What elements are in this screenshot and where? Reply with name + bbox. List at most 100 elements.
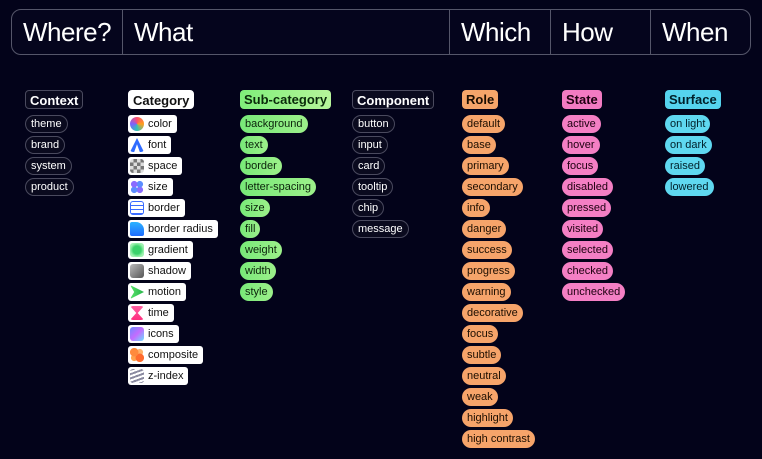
subcategory-column: Sub-category background text border letter-… bbox=[240, 90, 332, 304]
role-item: base bbox=[462, 136, 496, 154]
role-item: progress bbox=[462, 262, 515, 280]
category-item-label: space bbox=[148, 160, 178, 172]
context-item: brand bbox=[25, 136, 66, 154]
header-bar: Where? What Which How When bbox=[11, 9, 751, 55]
category-item: color bbox=[128, 115, 177, 133]
role-item: high contrast bbox=[462, 430, 535, 448]
category-item: font bbox=[128, 136, 172, 154]
role-item: success bbox=[462, 241, 512, 259]
category-heading: Category bbox=[128, 90, 195, 109]
component-heading: Component bbox=[352, 90, 435, 109]
context-item: product bbox=[25, 178, 74, 196]
component-item: button bbox=[352, 115, 395, 133]
font-icon bbox=[130, 138, 144, 152]
border-icon bbox=[130, 201, 144, 215]
context-column: Context theme brand system product bbox=[25, 90, 84, 199]
shadow-icon bbox=[130, 264, 144, 278]
state-column: State active hover focus disabled pressed vis… bbox=[562, 90, 626, 304]
gradient-icon bbox=[130, 243, 144, 257]
category-item-label: border radius bbox=[148, 223, 213, 235]
surface-heading: Surface bbox=[665, 90, 721, 109]
role-item: warning bbox=[462, 283, 511, 301]
component-item: tooltip bbox=[352, 178, 394, 196]
category-item-label: shadow bbox=[148, 265, 186, 277]
category-item: space bbox=[128, 157, 183, 175]
subcategory-list: background text border letter-spacing size fi… bbox=[240, 115, 331, 304]
size-icon bbox=[130, 180, 144, 194]
surface-item: on light bbox=[665, 115, 711, 133]
category-item-label: motion bbox=[148, 286, 182, 298]
category-item-label: font bbox=[148, 139, 167, 151]
component-item: input bbox=[352, 136, 388, 154]
role-list: default base primary secondary info danger suc… bbox=[462, 115, 535, 451]
subcategory-item: background bbox=[240, 115, 308, 133]
subcategory-heading: Sub-category bbox=[240, 90, 332, 109]
category-item: icons bbox=[128, 325, 179, 343]
subcategory-item: text bbox=[240, 136, 268, 154]
subcategory-item: letter-spacing bbox=[240, 178, 317, 196]
component-column: Component button input card tooltip chip mess… bbox=[352, 90, 435, 241]
role-item: weak bbox=[462, 388, 498, 406]
icons-icon bbox=[130, 327, 144, 341]
subcategory-item: style bbox=[240, 283, 273, 301]
role-item: subtle bbox=[462, 346, 502, 364]
color-icon bbox=[130, 117, 144, 131]
header-how: How bbox=[551, 10, 651, 54]
subcategory-item: weight bbox=[240, 241, 282, 259]
role-column: Role default base primary secondary info dang… bbox=[462, 90, 535, 451]
subcategory-item: border bbox=[240, 157, 282, 175]
subcategory-item: width bbox=[240, 262, 276, 280]
role-item: decorative bbox=[462, 304, 523, 322]
state-item: pressed bbox=[562, 199, 612, 217]
role-item: focus bbox=[462, 325, 499, 343]
category-item-label: time bbox=[148, 307, 169, 319]
context-item: theme bbox=[25, 115, 68, 133]
header-which: Which bbox=[450, 10, 551, 54]
surface-item: lowered bbox=[665, 178, 714, 196]
category-item: z-index bbox=[128, 367, 189, 385]
role-item: default bbox=[462, 115, 506, 133]
header-where: Where? bbox=[12, 10, 123, 54]
role-item: danger bbox=[462, 220, 507, 238]
category-item: shadow bbox=[128, 262, 191, 280]
state-item: hover bbox=[562, 136, 600, 154]
category-item-label: icons bbox=[148, 328, 174, 340]
component-item: message bbox=[352, 220, 409, 238]
component-list: button input card tooltip chip message bbox=[352, 115, 434, 241]
context-heading: Context bbox=[25, 90, 84, 109]
role-heading: Role bbox=[462, 90, 499, 109]
component-item: card bbox=[352, 157, 386, 175]
state-list: active hover focus disabled pressed visited se… bbox=[562, 115, 626, 304]
category-item-label: border bbox=[148, 202, 180, 214]
time-icon bbox=[130, 306, 144, 320]
surface-item: on dark bbox=[665, 136, 712, 154]
state-item: unchecked bbox=[562, 283, 626, 301]
border-radius-icon bbox=[130, 222, 144, 236]
header-what: What bbox=[123, 10, 450, 54]
category-column: Category color font space size border border … bbox=[128, 90, 218, 388]
category-item-label: color bbox=[148, 118, 172, 130]
header-when: When bbox=[662, 16, 728, 47]
category-list: color font space size border border radius gra… bbox=[128, 115, 218, 388]
surface-item: raised bbox=[665, 157, 705, 175]
context-list: theme brand system product bbox=[25, 115, 83, 199]
category-item: border radius bbox=[128, 220, 218, 238]
category-item: time bbox=[128, 304, 174, 322]
category-item: size bbox=[128, 178, 173, 196]
state-item: checked bbox=[562, 262, 613, 280]
component-item: chip bbox=[352, 199, 385, 217]
category-item-label: composite bbox=[148, 349, 199, 361]
state-item: disabled bbox=[562, 178, 613, 196]
category-item: motion bbox=[128, 283, 187, 301]
composite-icon bbox=[130, 348, 144, 362]
state-heading: State bbox=[562, 90, 602, 109]
category-item-label: size bbox=[148, 181, 168, 193]
category-item-label: gradient bbox=[148, 244, 188, 256]
z-index-icon bbox=[130, 369, 144, 383]
motion-icon bbox=[130, 285, 144, 299]
state-item: selected bbox=[562, 241, 613, 259]
state-item: active bbox=[562, 115, 601, 133]
surface-list: on light on dark raised lowered bbox=[665, 115, 721, 199]
category-item: composite bbox=[128, 346, 204, 364]
space-icon bbox=[130, 159, 144, 173]
